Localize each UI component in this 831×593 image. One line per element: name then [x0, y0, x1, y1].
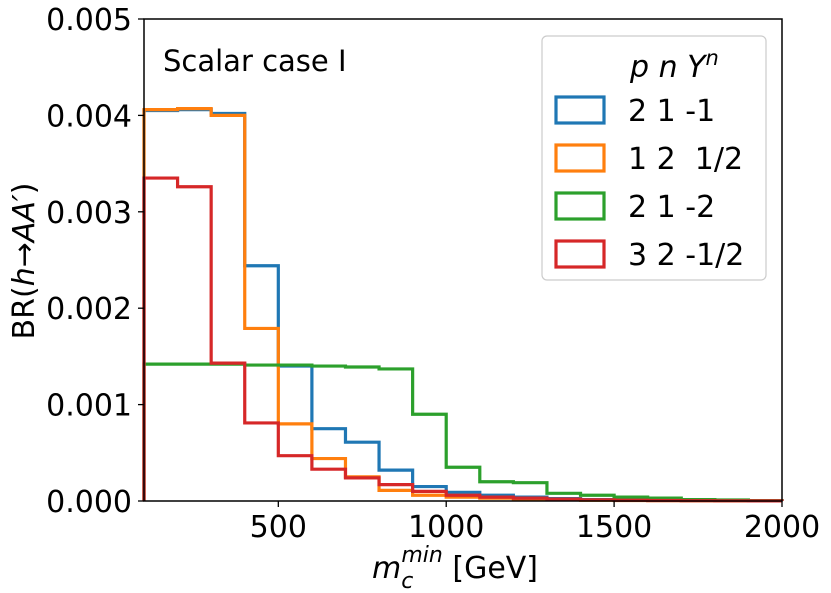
x-tick-label: 500 — [250, 510, 307, 545]
y-axis-label-italic: h→AA′ — [7, 194, 42, 286]
x-tick-label: 2000 — [744, 510, 820, 545]
legend-swatch-2 — [554, 143, 606, 173]
x-axis-label-sub: c — [401, 569, 413, 593]
y-axis-label-suffix: ) — [7, 183, 42, 195]
y-tick-label: 0.005 — [46, 3, 132, 38]
y-tick-label: 0.002 — [46, 292, 132, 327]
legend-title-main: p n Y — [629, 50, 708, 85]
legend-swatch-1 — [554, 95, 606, 125]
legend-label-4: 3 2 -1/2 — [628, 238, 744, 273]
x-axis-label: mcmin [GeV] — [372, 543, 538, 593]
plot-frame — [143, 18, 783, 502]
x-axis-label-unit: [GeV] — [443, 551, 538, 586]
legend-label-3: 2 1 -2 — [628, 190, 715, 225]
legend: p n Yn 2 1 -1 1 2 1/2 2 1 -2 3 2 -1/2 — [541, 35, 767, 281]
legend-entries: 2 1 -1 1 2 1/2 2 1 -2 3 2 -1/2 — [554, 94, 744, 273]
y-tick-label: 0.003 — [46, 196, 132, 231]
legend-label-1: 2 1 -1 — [628, 94, 715, 129]
ticks-layer: 500 1000 1500 2000 0.000 0.001 0.002 0.003 0.004… — [46, 3, 820, 545]
chart-annotation: Scalar case I — [163, 44, 347, 78]
series-line-3 — [142, 362, 784, 503]
y-axis-label-prefix: BR( — [7, 286, 42, 339]
x-axis-label-main: m — [372, 551, 401, 586]
y-tick-label: 0.004 — [46, 99, 132, 134]
legend-swatch-3 — [554, 191, 606, 221]
legend-title-sup: n — [705, 46, 718, 70]
legend-title: p n Yn — [629, 46, 719, 85]
y-tick-label: 0.001 — [46, 389, 132, 424]
legend-label-2: 1 2 1/2 — [628, 142, 743, 177]
y-axis-label: BR(h→AA′) — [7, 183, 42, 340]
x-tick-label: 1000 — [408, 510, 484, 545]
x-axis-label-sup: min — [401, 543, 443, 568]
x-tick-label: 1500 — [576, 510, 652, 545]
y-tick-label: 0.000 — [46, 485, 132, 520]
legend-swatch-4 — [554, 239, 606, 269]
